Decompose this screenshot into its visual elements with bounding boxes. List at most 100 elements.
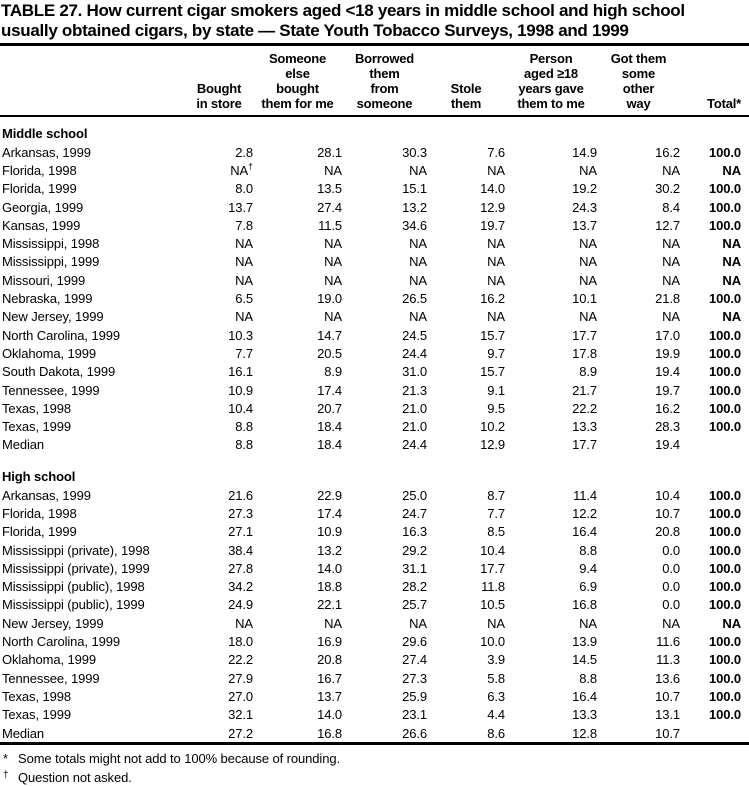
state-cell: Texas, 1998 xyxy=(2,688,72,704)
value-cell: 19.4 xyxy=(655,364,680,380)
value-cell: 7.7 xyxy=(487,505,505,521)
value-cell: 20.7 xyxy=(317,400,342,416)
value-cell: 13.6 xyxy=(655,670,680,686)
value-cell: 13.9 xyxy=(572,634,597,650)
value-cell: 38.4 xyxy=(228,542,253,558)
title-divider-rule xyxy=(0,43,749,46)
value-cell: 8.7 xyxy=(487,487,505,503)
state-cell: Mississippi (private), 1999 xyxy=(2,560,150,576)
section-heading-row: High school xyxy=(0,454,749,486)
value-cell: 27.9 xyxy=(228,670,253,686)
table-row: Florida, 1999 8.0 13.5 15.1 14.0 19.2 30… xyxy=(0,180,749,198)
value-cell: 22.9 xyxy=(317,487,342,503)
value-cell: 13.3 xyxy=(572,707,597,723)
value-cell: 8.0 xyxy=(235,181,253,197)
table-row: North Carolina, 1999 18.0 16.9 29.6 10.0… xyxy=(0,632,749,650)
table-row: North Carolina, 1999 10.3 14.7 24.5 15.7… xyxy=(0,326,749,344)
state-cell: Mississippi, 1998 xyxy=(2,236,100,252)
value-cell: 16.2 xyxy=(655,400,680,416)
value-cell: NA xyxy=(324,309,342,325)
col-header-bought-in-store: Bought in store xyxy=(185,46,253,117)
total-cell xyxy=(680,724,749,744)
total-cell: 100.0 xyxy=(708,670,741,686)
value-cell: 21.0 xyxy=(402,400,427,416)
value-cell: 18.4 xyxy=(317,437,342,453)
state-cell: Florida, 1998 xyxy=(2,505,77,521)
value-cell: 19.2 xyxy=(572,181,597,197)
value-cell: NA xyxy=(235,272,253,288)
value-cell: 12.9 xyxy=(480,437,505,453)
state-cell: North Carolina, 1999 xyxy=(2,327,120,343)
value-cell: 10.1 xyxy=(572,291,597,307)
value-cell: 19.0 xyxy=(317,291,342,307)
value-cell: 3.9 xyxy=(487,652,505,668)
value-cell: NA xyxy=(324,254,342,270)
value-cell: 8.9 xyxy=(324,364,342,380)
total-cell: 100.0 xyxy=(708,487,741,503)
table-row: Florida, 1998 NA† NA NA NA NA NA NA xyxy=(0,161,749,179)
value-cell: 24.3 xyxy=(572,199,597,215)
total-cell: NA xyxy=(722,254,741,270)
value-cell: 13.7 xyxy=(228,199,253,215)
table-row: Median 8.8 18.4 24.4 12.9 17.7 19.4 xyxy=(0,436,749,454)
value-cell: 22.1 xyxy=(317,597,342,613)
value-cell: 17.7 xyxy=(572,327,597,343)
total-cell xyxy=(680,436,749,454)
value-cell: 15.7 xyxy=(480,364,505,380)
value-cell: NA xyxy=(579,272,597,288)
value-cell: 0.0 xyxy=(662,597,680,613)
value-cell: 34.6 xyxy=(402,217,427,233)
state-cell: Arkansas, 1999 xyxy=(2,144,91,160)
total-cell: 100.0 xyxy=(708,400,741,416)
table-row: Nebraska, 1999 6.5 19.0 26.5 16.2 10.1 2… xyxy=(0,289,749,307)
total-cell: 100.0 xyxy=(708,634,741,650)
value-cell: 9.7 xyxy=(487,345,505,361)
dagger-footnote-marker: † xyxy=(3,770,9,782)
value-cell: 13.2 xyxy=(402,199,427,215)
value-cell: 10.7 xyxy=(655,725,680,741)
state-cell: Florida, 1998 xyxy=(2,162,77,178)
table-row: Tennessee, 1999 10.9 17.4 21.3 9.1 21.7 … xyxy=(0,381,749,399)
total-cell: 100.0 xyxy=(708,199,741,215)
total-cell: 100.0 xyxy=(708,542,741,558)
value-cell: 27.8 xyxy=(228,560,253,576)
value-cell: 12.9 xyxy=(480,199,505,215)
state-cell: Kansas, 1999 xyxy=(2,217,81,233)
value-cell: 19.7 xyxy=(480,217,505,233)
col-header-someone-else-bought: Someone else bought them for me xyxy=(253,46,342,117)
total-cell: 100.0 xyxy=(708,217,741,233)
total-cell: 100.0 xyxy=(708,560,741,576)
value-cell: 22.2 xyxy=(228,652,253,668)
table-row: New Jersey, 1999 NA NA NA NA NA NA NA xyxy=(0,308,749,326)
total-cell: NA xyxy=(722,309,741,325)
value-cell: 27.4 xyxy=(317,199,342,215)
value-cell: 24.4 xyxy=(402,437,427,453)
value-cell: 26.5 xyxy=(402,291,427,307)
value-cell: 17.0 xyxy=(655,327,680,343)
value-cell: 21.0 xyxy=(402,419,427,435)
state-cell: Median xyxy=(2,725,45,741)
value-cell: 14.0 xyxy=(317,560,342,576)
total-cell: 100.0 xyxy=(708,291,741,307)
value-cell: 16.4 xyxy=(572,688,597,704)
footnote-question-not-asked: † Question not asked. xyxy=(3,767,749,786)
col-header-stole: Stole them xyxy=(427,46,505,117)
total-cell: NA xyxy=(722,162,741,178)
value-cell: 16.3 xyxy=(402,524,427,540)
value-cell: NA xyxy=(579,236,597,252)
state-cell: South Dakota, 1999 xyxy=(2,364,116,380)
value-cell: 28.1 xyxy=(317,144,342,160)
value-cell: 5.8 xyxy=(487,670,505,686)
state-cell: Oklahoma, 1999 xyxy=(2,345,96,361)
value-cell: 31.0 xyxy=(402,364,427,380)
value-cell: 20.5 xyxy=(317,345,342,361)
value-cell: 14.5 xyxy=(572,652,597,668)
value-cell: 8.8 xyxy=(579,670,597,686)
value-cell: 16.4 xyxy=(572,524,597,540)
value-cell: 17.7 xyxy=(572,437,597,453)
state-cell: Mississippi, 1999 xyxy=(2,254,100,270)
section-heading-row: Middle school xyxy=(0,116,749,143)
value-cell: 10.4 xyxy=(655,487,680,503)
value-cell: 17.8 xyxy=(572,345,597,361)
